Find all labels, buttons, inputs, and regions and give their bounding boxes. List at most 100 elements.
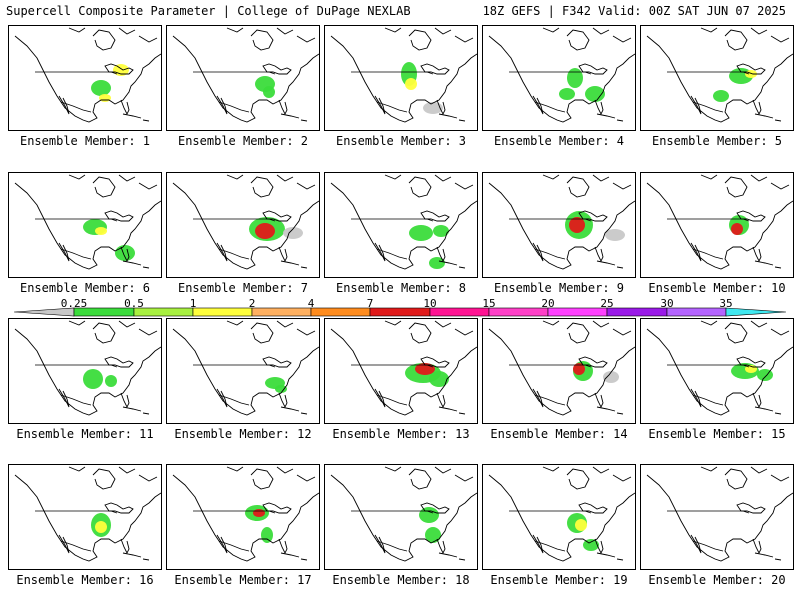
coastline xyxy=(300,266,308,269)
scp-contour xyxy=(731,223,743,235)
country-border xyxy=(534,394,566,406)
legend-swatch xyxy=(192,307,253,317)
scp-contour xyxy=(573,363,585,375)
coastline xyxy=(458,119,466,122)
member-label: Ensemble Member: 2 xyxy=(177,134,309,148)
coastline xyxy=(616,119,624,122)
member-label: Ensemble Member: 11 xyxy=(16,427,154,441)
legend-tick-label: 1 xyxy=(189,297,197,310)
scp-contour xyxy=(99,94,111,102)
scp-contour xyxy=(255,223,275,239)
coastline xyxy=(118,174,136,182)
coastline xyxy=(436,99,446,116)
coastline xyxy=(578,63,608,75)
coastline xyxy=(596,552,616,558)
ensemble-member-map xyxy=(640,172,794,278)
ensemble-member-map xyxy=(8,318,162,424)
coastline xyxy=(594,392,604,409)
scp-contour xyxy=(253,509,265,517)
coastline xyxy=(646,35,793,123)
coastline xyxy=(750,320,768,328)
basemap xyxy=(488,320,635,416)
ensemble-member-map xyxy=(482,25,636,131)
coastline xyxy=(770,182,790,190)
ensemble-member-map xyxy=(8,464,162,570)
coastline xyxy=(104,63,134,75)
coastline xyxy=(532,95,544,115)
coastline xyxy=(300,558,308,561)
country-border xyxy=(35,218,118,222)
member-label: Ensemble Member: 14 xyxy=(490,427,628,441)
coastline xyxy=(226,27,244,33)
legend-swatch xyxy=(547,307,608,317)
country-border xyxy=(193,218,276,222)
coastline xyxy=(724,176,748,198)
scp-contour xyxy=(569,217,585,233)
coastline xyxy=(104,356,134,368)
coastline xyxy=(120,538,130,555)
coastline xyxy=(542,27,560,33)
coastline xyxy=(690,534,702,554)
coastline xyxy=(138,35,158,43)
coastline xyxy=(750,27,768,35)
coastline xyxy=(488,35,635,123)
ensemble-member-map xyxy=(640,318,794,424)
country-border xyxy=(35,71,118,75)
country-border xyxy=(351,218,434,222)
member-label: Ensemble Member: 4 xyxy=(493,134,625,148)
coastline xyxy=(646,328,793,416)
country-border xyxy=(60,540,92,552)
basemap xyxy=(172,466,319,562)
basemap xyxy=(330,320,477,416)
scp-contour xyxy=(105,375,117,387)
coastline xyxy=(122,113,142,119)
scp-contour xyxy=(405,78,417,90)
coastline xyxy=(434,320,452,328)
scp-contour xyxy=(429,371,449,387)
coastline xyxy=(750,466,768,474)
member-label: Ensemble Member: 12 xyxy=(174,427,312,441)
coastline xyxy=(736,210,766,222)
scp-contour xyxy=(603,371,619,383)
coastline xyxy=(434,466,452,474)
coastline xyxy=(532,534,544,554)
member-label: Ensemble Member: 6 xyxy=(19,281,151,295)
country-border xyxy=(534,248,566,260)
coastline xyxy=(596,260,616,266)
coastline xyxy=(594,246,604,263)
country-border xyxy=(376,248,408,260)
legend-tick-label: 0.5 xyxy=(124,297,144,310)
ensemble-member-map xyxy=(166,464,320,570)
scp-contour xyxy=(115,245,135,261)
basemap xyxy=(172,27,319,123)
basemap xyxy=(330,466,477,562)
coastline xyxy=(612,328,632,336)
coastline xyxy=(724,468,748,490)
basemap xyxy=(172,320,319,416)
coastline xyxy=(616,266,624,269)
coastline xyxy=(434,174,452,182)
coastline xyxy=(770,474,790,482)
coastline xyxy=(770,328,790,336)
coastline xyxy=(118,466,136,474)
coastline xyxy=(58,242,70,262)
legend-tick-label: 20 xyxy=(541,297,555,310)
coastline xyxy=(542,320,560,326)
coastline xyxy=(454,328,474,336)
legend-swatch xyxy=(606,307,668,317)
coastline xyxy=(754,260,774,266)
coastline xyxy=(542,174,560,180)
coastline xyxy=(250,322,274,344)
country-border xyxy=(218,248,250,260)
coastline xyxy=(58,388,70,408)
basemap xyxy=(14,320,161,416)
coastline xyxy=(700,27,718,33)
coastline xyxy=(14,474,161,562)
coastline xyxy=(408,468,432,490)
member-label: Ensemble Member: 15 xyxy=(648,427,786,441)
coastline xyxy=(566,29,590,51)
coastline xyxy=(690,95,702,115)
country-border xyxy=(35,364,118,368)
coastline xyxy=(384,174,402,180)
coastline xyxy=(58,95,70,115)
